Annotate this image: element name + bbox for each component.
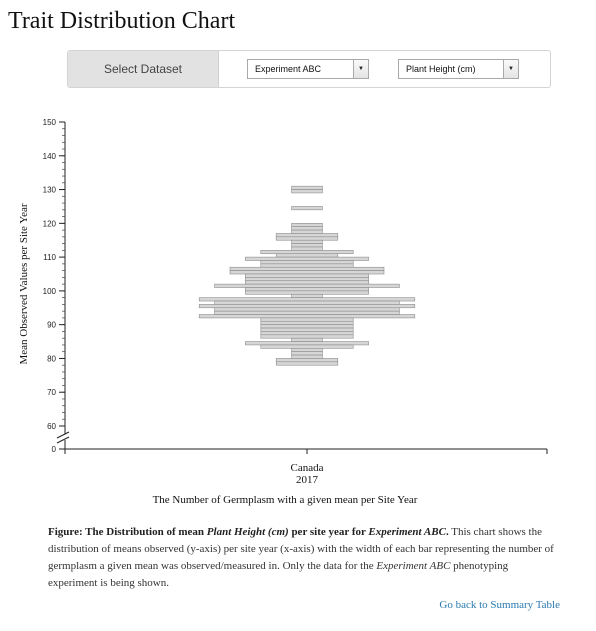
dataset-select-value: Experiment ABC <box>255 64 322 74</box>
figure-caption: Figure: The Distribution of mean Plant H… <box>48 524 558 592</box>
distribution-bar <box>260 334 354 339</box>
distribution-bar <box>275 358 339 363</box>
distribution-bar <box>291 229 323 234</box>
y-tick-label: 130 <box>43 186 57 195</box>
select-dataset-label: Select Dataset <box>68 51 219 87</box>
distribution-bar <box>291 348 323 352</box>
trait-select-value: Plant Height (cm) <box>406 64 476 74</box>
distribution-bar <box>260 331 354 336</box>
y-tick-label: 60 <box>47 422 56 431</box>
caption-title: Figure: The Distribution of mean Plant H… <box>48 526 449 538</box>
y-axis-label: Mean Observed Values per Site Year <box>18 203 30 364</box>
distribution-bar <box>275 233 339 238</box>
distribution-bar <box>229 270 385 275</box>
distribution-bar <box>291 226 323 231</box>
distribution-bar <box>245 341 369 346</box>
x-axis-label: The Number of Germplasm with a given mea… <box>152 494 418 506</box>
chevron-down-icon[interactable]: ▼ <box>503 60 518 78</box>
y-tick-label: 140 <box>43 152 57 161</box>
y-tick-label: 80 <box>47 354 56 363</box>
distribution-bar <box>260 344 354 349</box>
caption-body-end: phenotyping experiment is being shown. <box>48 560 509 589</box>
trait-select[interactable]: Plant Height (cm) ▼ <box>398 59 519 79</box>
distribution-bar <box>291 337 323 342</box>
y-tick-label: 90 <box>47 321 56 330</box>
y-tick-label: 0 <box>52 445 57 454</box>
distribution-bar <box>198 304 416 309</box>
distribution-bar <box>245 290 369 295</box>
distribution-bar <box>245 280 369 285</box>
distribution-bar <box>260 250 354 255</box>
distribution-bar <box>275 253 339 258</box>
distribution-bar <box>260 263 354 268</box>
distribution-bar <box>291 354 323 359</box>
y-tick-label: 100 <box>43 287 57 296</box>
dataset-selector-panel: Select Dataset Experiment ABC ▼ Plant He… <box>67 50 551 88</box>
axis-break-icon <box>56 431 70 444</box>
y-tick-label: 120 <box>43 219 57 228</box>
distribution-bar <box>198 314 416 319</box>
distribution-bar <box>275 236 339 241</box>
distribution-bar <box>229 266 385 271</box>
distribution-bar <box>260 320 354 325</box>
distribution-bar <box>214 307 400 312</box>
distribution-bar <box>260 324 354 329</box>
distribution-bar <box>245 273 369 278</box>
distribution-bar <box>275 361 339 366</box>
distribution-bar <box>291 243 323 248</box>
y-tick-label: 70 <box>47 388 56 397</box>
distribution-bar <box>245 277 369 282</box>
distribution-bar <box>291 293 323 298</box>
distribution-bar <box>291 351 323 356</box>
distribution-bar <box>291 246 323 251</box>
distribution-bar <box>245 287 369 292</box>
distribution-bar <box>291 189 323 194</box>
back-to-summary-link[interactable]: Go back to Summary Table <box>439 599 560 611</box>
distribution-bar <box>291 185 323 190</box>
caption-experiment: Experiment ABC <box>376 560 451 572</box>
distribution-bar <box>260 317 354 322</box>
distribution-bar <box>260 260 354 265</box>
distribution-bar <box>214 310 400 315</box>
page-title: Trait Distribution Chart <box>8 8 236 34</box>
y-tick-label: 150 <box>43 118 57 127</box>
dataset-select[interactable]: Experiment ABC ▼ <box>247 59 369 79</box>
chevron-down-icon[interactable]: ▼ <box>353 60 368 78</box>
distribution-bar <box>291 206 323 211</box>
distribution-bar <box>214 300 400 305</box>
distribution-bar <box>198 297 416 302</box>
distribution-bar <box>260 327 354 332</box>
distribution-bar <box>214 283 400 288</box>
distribution-bar <box>245 256 369 261</box>
distribution-bar <box>291 223 323 228</box>
x-category-year: 2017 <box>296 474 319 486</box>
distribution-bar <box>291 239 323 244</box>
x-category-site: Canada <box>291 462 324 474</box>
caption-body: This chart shows the distribution of mea… <box>48 526 554 572</box>
y-tick-label: 110 <box>43 253 56 262</box>
